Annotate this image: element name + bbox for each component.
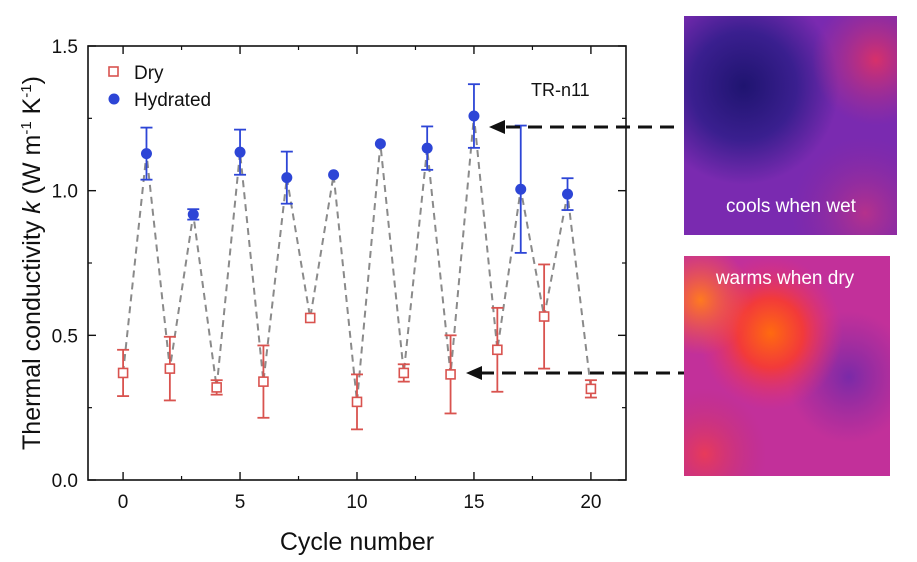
y-axis-title: Thermal conductivity k (W m-1 K-1) [18,76,46,450]
wet-image-label: cools when wet [726,196,857,217]
thermal-image-dry: warms when dry [684,256,890,476]
error-bars [117,83,597,431]
y-axis-title-unit: (W m [18,135,46,202]
thermal-image-wet: cools when wet [684,16,897,235]
arrow-to-wet-image [489,120,674,134]
dry-point [538,311,550,322]
dry-point [117,367,129,379]
dashed-connector [122,115,592,402]
legend-marker-hydrated [108,93,120,105]
hydrated-point [187,208,199,220]
dry-point [585,383,597,395]
dry-point [351,396,363,408]
legend: Dry Hydrated [108,63,211,111]
legend-marker-dry [108,66,119,77]
hydrated-point [281,172,293,184]
dry-point [398,367,410,379]
x-axis-title: Cycle number [280,528,434,556]
x-tick-label: 20 [580,492,601,513]
legend-label-hydrated: Hydrated [134,90,211,111]
dry-point [211,382,222,393]
y-axis-title-unit2: K [18,97,46,121]
x-tick-label: 0 [118,492,129,513]
y-tick-labels: 0.0 0.5 1.0 1.5 [52,37,78,492]
dry-point [492,344,503,356]
hydrated-point [421,142,433,154]
arrow-to-dry-image [466,366,692,380]
dry-image-label: warms when dry [715,268,855,289]
y-tick-label: 0.0 [52,471,78,492]
legend-label-dry: Dry [134,63,164,84]
y-tick-label: 1.0 [52,182,78,203]
y-axis-title-close: ) [18,76,46,84]
hydrated-point [562,188,574,200]
y-axis-title-exp2: -1 [18,84,35,97]
dry-point [304,312,316,324]
y-axis-title-symbol: k [18,200,46,214]
hydrated-point [140,148,152,160]
y-tick-label: 0.5 [52,326,78,347]
dry-point [164,363,176,374]
x-tick-label: 10 [346,492,367,513]
hydrated-point [515,183,527,195]
x-tick-labels: 0 5 10 15 20 [118,492,602,513]
x-tick-label: 5 [235,492,246,513]
data-markers [117,110,597,408]
dry-point [258,376,269,387]
hydrated-point [234,146,246,158]
y-axis-title-main: Thermal conductivity [18,214,46,450]
y-axis-title-exp1: -1 [18,121,35,134]
dry-point [445,369,456,380]
hydrated-point [468,110,480,122]
axis-ticks [88,45,626,481]
sample-annotation: TR-n11 [531,80,590,100]
connector-line [122,115,592,402]
hydrated-point [374,138,386,150]
x-tick-label: 15 [463,492,484,513]
hydrated-point [328,169,340,181]
y-tick-label: 1.5 [52,37,78,58]
